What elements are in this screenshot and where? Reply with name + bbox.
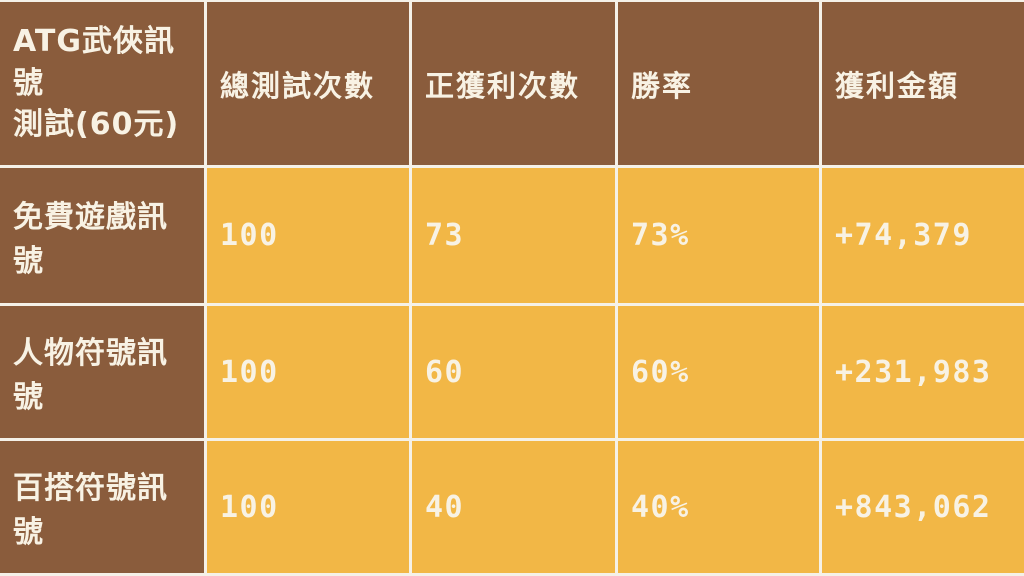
cell-wild-symbol-profit-amount: +843,062	[822, 441, 1024, 573]
cell-character-symbol-profit-amount: +231,983	[822, 306, 1024, 438]
row-label-free-game-signal: 免費遊戲訊號	[0, 168, 204, 303]
cell-character-symbol-profit-count: 60	[412, 306, 615, 438]
column-header-profit-amount: 獲利金額	[822, 2, 1024, 165]
cell-free-game-win-rate: 73%	[618, 168, 819, 303]
corner-header-line2: 測試(60元)	[13, 107, 180, 143]
column-header-win-rate: 勝率	[618, 2, 819, 165]
cell-character-symbol-total-tests: 100	[207, 306, 409, 438]
row-label-character-symbol-signal: 人物符號訊號	[0, 306, 204, 438]
column-header-total-tests: 總測試次數	[207, 2, 409, 165]
cell-wild-symbol-profit-count: 40	[412, 441, 615, 573]
row-label-wild-symbol-signal: 百搭符號訊號	[0, 441, 204, 573]
cell-free-game-profit-amount: +74,379	[822, 168, 1024, 303]
corner-header-line1: ATG武俠訊號	[13, 24, 175, 101]
cell-character-symbol-win-rate: 60%	[618, 306, 819, 438]
column-header-profit-count: 正獲利次數	[412, 2, 615, 165]
cell-wild-symbol-total-tests: 100	[207, 441, 409, 573]
cell-free-game-profit-count: 73	[412, 168, 615, 303]
table-corner-header: ATG武俠訊號 測試(60元)	[0, 2, 204, 165]
cell-wild-symbol-win-rate: 40%	[618, 441, 819, 573]
cell-free-game-total-tests: 100	[207, 168, 409, 303]
